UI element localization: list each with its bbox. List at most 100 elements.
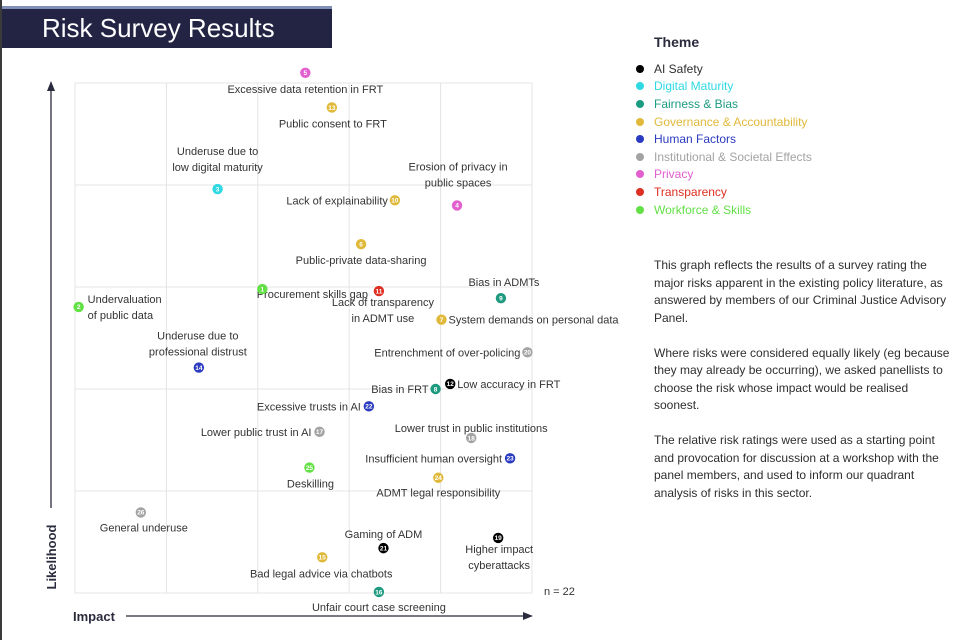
point-id-label: 1	[261, 286, 265, 293]
data-point	[378, 542, 389, 554]
point-id-label: 19	[495, 535, 503, 542]
description-paragraph-2: Where risks were considered equally like…	[654, 345, 950, 413]
legend-swatch	[636, 82, 644, 91]
data-point	[300, 67, 311, 79]
legend-item: Transparency	[636, 183, 812, 201]
y-axis-label: Likelihood	[44, 524, 59, 589]
page-title: Risk Survey Results	[2, 6, 332, 48]
data-point	[355, 238, 367, 250]
legend-item: Privacy	[636, 166, 812, 184]
data-point	[193, 362, 205, 373]
point-label: Gaming of ADM	[345, 529, 423, 541]
point-id-label: 14	[195, 365, 203, 372]
point-label: Erosion of privacy in public spaces	[409, 161, 508, 189]
point-label: Lack of transparency in ADMT use	[332, 297, 435, 325]
description-paragraph-1: This graph reflects the results of a sur…	[654, 258, 947, 325]
point-id-label: 3	[216, 186, 220, 193]
data-point	[363, 401, 375, 412]
data-point	[304, 462, 315, 473]
point-id-label: 4	[455, 203, 459, 210]
point-label: General underuse	[100, 522, 188, 534]
point-id-label: 11	[375, 288, 382, 295]
data-point	[504, 453, 516, 464]
point-label: Bad legal advice via chatbots	[250, 568, 393, 580]
point-id-label: 17	[316, 429, 324, 436]
description-panel: This graph reflects the results of a sur…	[654, 257, 950, 520]
point-id-label: 12	[447, 381, 455, 388]
x-axis-arrowhead	[523, 612, 533, 620]
point-label: Public-private data-sharing	[296, 255, 427, 267]
point-id-label: 21	[380, 545, 388, 552]
point-id-label: 25	[306, 465, 314, 472]
point-label: Entrenchment of over-policing	[374, 347, 520, 359]
left-border	[0, 0, 2, 640]
legend-swatch	[636, 170, 644, 179]
point-id-label: 26	[137, 510, 145, 517]
sample-size-note: n = 22	[544, 586, 575, 598]
data-point	[257, 283, 268, 295]
data-point	[135, 507, 147, 518]
point-label: Lack of explainability	[286, 195, 388, 207]
legend-item: Governance & Accountability	[636, 113, 812, 131]
legend-swatch	[636, 117, 644, 126]
legend-item: Institutional & Societal Effects	[636, 148, 812, 166]
data-point	[430, 383, 441, 395]
data-point	[495, 293, 507, 304]
point-label: Low accuracy in FRT	[457, 379, 560, 391]
point-id-label: 13	[328, 105, 336, 112]
point-label: ADMT legal responsibility	[376, 488, 500, 500]
legend-label: Transparency	[654, 184, 727, 199]
point-label: Bias in ADMTs	[468, 277, 539, 289]
point-label: System demands on personal data	[449, 315, 620, 327]
point-label: Underuse due to professional distrust	[149, 331, 247, 359]
point-label: Public consent to FRT	[279, 118, 387, 130]
point-label: Lower trust in public institutions	[395, 423, 548, 435]
legend-item: Workforce & Skills	[636, 201, 812, 219]
point-label: Deskilling	[287, 479, 334, 491]
point-id-label: 9	[499, 296, 503, 303]
data-point	[492, 532, 504, 544]
data-point	[433, 472, 444, 483]
data-point	[451, 200, 463, 211]
point-label: Lower public trust in AI	[201, 427, 312, 439]
chart-grid	[74, 82, 533, 594]
x-axis-label: Impact	[73, 609, 116, 624]
point-label: Higher impact cyberattacks	[465, 544, 533, 572]
point-label: Underuse due to low digital maturity	[172, 146, 263, 174]
point-label: Bias in FRT	[371, 384, 429, 396]
point-id-label: 22	[365, 404, 373, 411]
point-label: Excessive trusts in AI	[257, 401, 361, 413]
point-label: Procurement skills gap	[257, 289, 368, 301]
data-point	[73, 301, 84, 313]
data-point	[444, 378, 456, 390]
y-axis-arrowhead	[47, 81, 55, 91]
point-label: Unfair court case screening	[312, 602, 446, 614]
point-id-label: 8	[434, 386, 438, 393]
point-id-label: 18	[468, 435, 476, 442]
theme-legend: Theme AI Safety Digital Maturity Fairness …	[636, 34, 812, 218]
legend-swatch	[636, 135, 644, 144]
data-point	[522, 347, 533, 358]
point-id-label: 2	[77, 304, 81, 311]
legend-swatch	[636, 205, 644, 214]
legend-swatch	[636, 187, 644, 196]
data-point	[317, 552, 328, 563]
point-id-label: 23	[506, 456, 514, 463]
point-id-label: 10	[391, 198, 399, 205]
legend-swatch	[636, 152, 644, 161]
legend-item: Digital Maturity	[636, 78, 812, 96]
chart-axes: Likelihood Impact n = 22	[44, 81, 575, 624]
legend-label: Privacy	[654, 167, 694, 182]
data-point	[326, 102, 338, 113]
point-id-label: 16	[375, 589, 383, 596]
legend-label: AI Safety	[654, 61, 703, 76]
plot-frame	[74, 82, 533, 594]
legend-label: Governance & Accountability	[654, 114, 808, 129]
point-id-label: 5	[304, 70, 308, 77]
data-point	[314, 426, 325, 438]
risk-scatter-chart: Likelihood Impact n = 22 Procurement skill…	[44, 67, 620, 624]
legend-swatch	[636, 99, 644, 108]
point-id-label: 7	[440, 317, 444, 324]
data-point	[466, 432, 477, 444]
data-point	[212, 183, 223, 195]
